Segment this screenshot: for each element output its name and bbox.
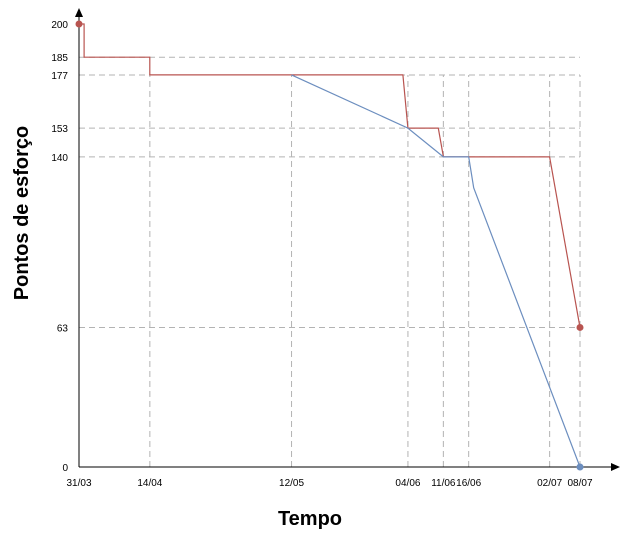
y-axis-arrow xyxy=(75,8,83,17)
x-tick-label: 12/05 xyxy=(279,478,304,489)
y-tick-label: 0 xyxy=(62,463,68,474)
x-axis-title: Tempo xyxy=(278,508,342,530)
y-tick-label: 153 xyxy=(51,124,68,135)
y-tick-label: 177 xyxy=(51,71,68,82)
y-axis-title: Pontos de esforço xyxy=(11,126,33,300)
grid-lines xyxy=(79,56,581,467)
y-tick-label: 200 xyxy=(51,20,68,31)
x-tick-label: 02/07 xyxy=(537,478,562,489)
x-tick-label: 31/03 xyxy=(66,478,91,489)
series-line-1 xyxy=(79,23,581,328)
x-tick-label: 14/04 xyxy=(137,478,162,489)
series-marker-2 xyxy=(576,463,584,471)
series-line-2 xyxy=(291,74,581,468)
x-tick-label: 04/06 xyxy=(395,478,420,489)
x-tick-label: 11/06 xyxy=(431,478,456,489)
y-tick-label: 185 xyxy=(51,53,68,64)
axes xyxy=(75,8,620,471)
x-tick-label: 08/07 xyxy=(567,478,592,489)
x-axis-arrow xyxy=(611,463,620,471)
series-marker-1 xyxy=(576,323,584,331)
series-marker-1 xyxy=(75,20,83,28)
series xyxy=(75,20,584,471)
x-tick-label: 16/06 xyxy=(456,478,481,489)
tick-labels: 31/03 14/04 12/05 04/06 11/06 16/06 02/07 08/07… xyxy=(51,20,593,489)
y-tick-label: 63 xyxy=(57,323,69,334)
y-tick-label: 140 xyxy=(51,153,68,164)
